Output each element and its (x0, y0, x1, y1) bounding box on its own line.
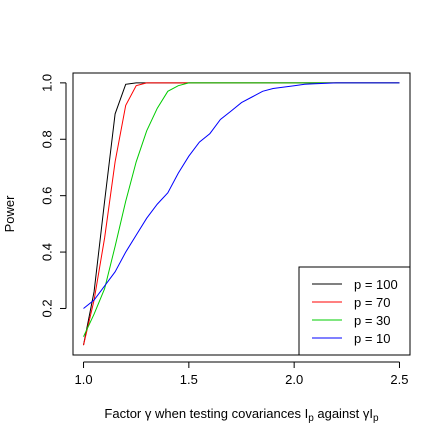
x-tick-label: 1.5 (180, 372, 198, 387)
y-tick-label: 0.2 (39, 299, 54, 317)
y-tick-label: 0.6 (39, 187, 54, 205)
x-axis-label-subscript: p (308, 413, 314, 424)
legend-box (298, 266, 411, 356)
x-axis-label: Factor γ when testing covariances Ip aga… (104, 406, 379, 424)
x-axis-label-subscript: p (373, 413, 379, 424)
x-tick-label: 2.0 (285, 372, 303, 387)
y-tick-label: 1.0 (39, 74, 54, 92)
x-tick-label: 1.0 (74, 372, 92, 387)
x-axis-label-part: against γI (314, 406, 373, 421)
y-axis: 0.2 0.4 0.6 0.8 1.0 (39, 74, 67, 318)
x-axis: 1.0 1.5 2.0 2.5 (74, 361, 409, 387)
legend-label-1: p = 100 (354, 277, 398, 292)
legend-label-4: p = 10 (354, 331, 391, 346)
series-layer (83, 82, 400, 346)
legend-label-3: p = 30 (354, 313, 391, 328)
y-axis-label: Power (2, 195, 17, 233)
legend-label-2: p = 70 (354, 295, 391, 310)
x-axis-label-part: Factor γ when testing covariances I (104, 406, 308, 421)
plot-area-frame (72, 72, 411, 356)
series-line-2 (83, 82, 400, 346)
x-tick-label: 2.5 (390, 372, 408, 387)
y-tick-label: 0.4 (39, 243, 54, 261)
series-line-3 (83, 82, 400, 337)
legend: p = 100 p = 70 p = 30 p = 10 (298, 266, 411, 356)
series-line-4 (83, 82, 400, 309)
y-tick-label: 0.8 (39, 130, 54, 148)
